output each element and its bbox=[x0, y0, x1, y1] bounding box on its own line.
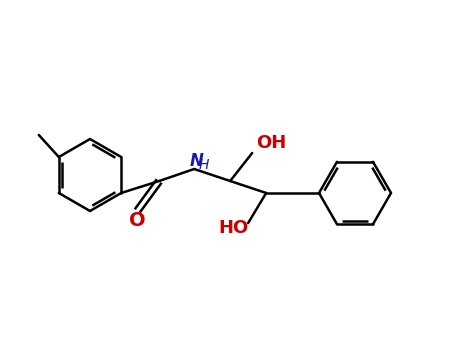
Text: O: O bbox=[129, 211, 146, 231]
Text: N: N bbox=[189, 152, 203, 170]
Text: H: H bbox=[199, 158, 209, 172]
Text: HO: HO bbox=[218, 219, 248, 237]
Text: OH: OH bbox=[256, 134, 287, 152]
